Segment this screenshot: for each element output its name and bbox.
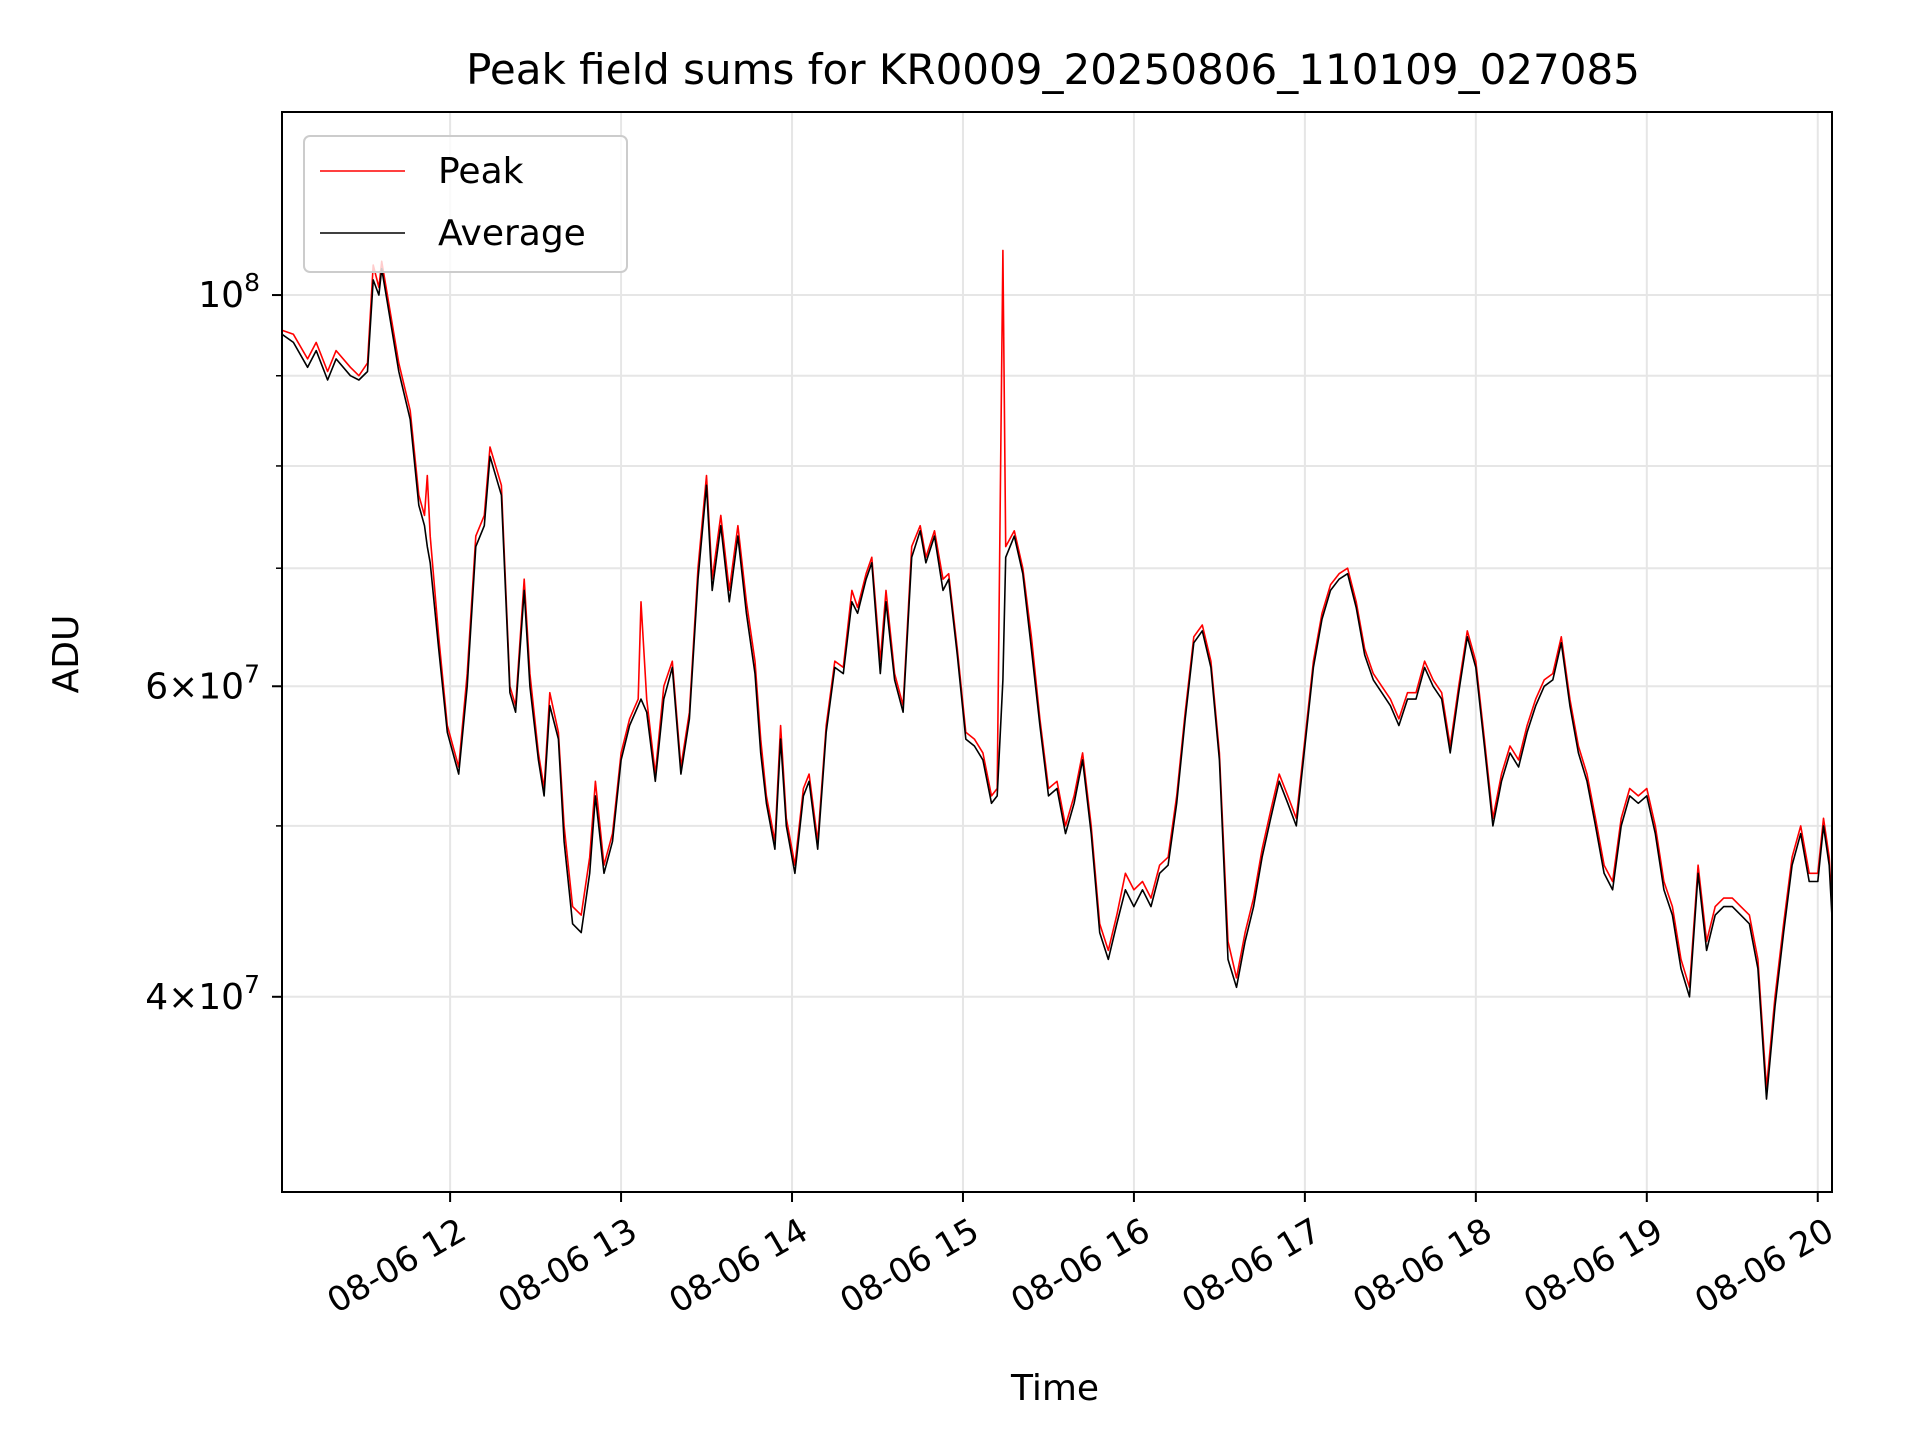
- series-line-peak: [282, 249, 1832, 1089]
- legend-box: [303, 135, 628, 273]
- grid-layer: [282, 112, 1832, 1192]
- legend-label-average: Average: [438, 213, 586, 254]
- legend: Peak Average: [303, 135, 628, 273]
- legend-label-peak: Peak: [438, 151, 524, 192]
- series-layer: [282, 249, 1832, 1100]
- x-axis-label: Time: [1010, 1368, 1099, 1409]
- y-axis-label: ADU: [46, 615, 87, 694]
- y-tick-label: 6×107: [145, 659, 260, 707]
- y-tick-label: 108: [198, 268, 260, 316]
- y-axis-ticks: 4×107 6×107 108: [145, 268, 282, 1018]
- y-tick-label: 4×107: [145, 970, 260, 1018]
- plot-frame: [281, 111, 1833, 1193]
- series-line-average: [282, 267, 1832, 1100]
- chart-title: Peak field sums for KR0009_20250806_1101…: [466, 45, 1640, 94]
